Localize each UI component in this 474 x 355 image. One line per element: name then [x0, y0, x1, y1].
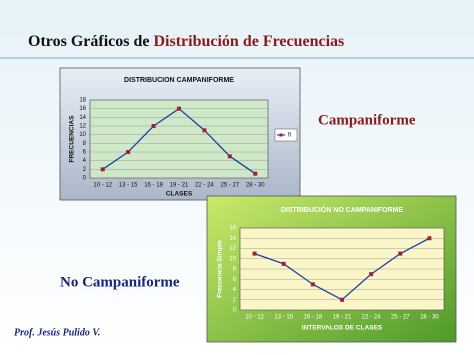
y-tick-label: 12 — [229, 246, 236, 252]
label: No Campaniforme — [60, 274, 180, 290]
marker — [369, 272, 374, 277]
x-tick-label: 22 - 24 — [362, 315, 381, 321]
x-tick-label: 13 - 15 — [274, 315, 293, 321]
chart-title: DISTRIBUCIÓN NO CAMPANIFORME — [281, 205, 404, 214]
y-tick-label: 12 — [79, 124, 86, 130]
x-tick-label: 19 - 21 — [333, 315, 352, 321]
marker — [281, 261, 286, 266]
x-tick-label: 28 - 30 — [246, 183, 265, 189]
marker — [252, 251, 257, 256]
x-tick-label: 28 - 30 — [420, 315, 439, 321]
x-tick-label: 25 - 27 — [221, 183, 240, 189]
y-tick-label: 4 — [233, 287, 237, 293]
marker — [100, 167, 105, 172]
y-tick-label: 14 — [79, 115, 86, 121]
y-tick-label: 2 — [83, 167, 87, 173]
x-tick-label: 19 - 21 — [170, 183, 189, 189]
marker — [126, 150, 131, 154]
chart-title: DISTRIBUCION CAMPANIFORME — [124, 77, 234, 84]
title-part: Otros Gráficos de — [28, 33, 149, 50]
y-tick-label: 14 — [229, 236, 236, 242]
marker — [340, 297, 344, 302]
y-tick-label: 10 — [229, 256, 236, 262]
marker — [227, 154, 232, 159]
y-axis-label: FRECUENCIAS — [69, 115, 76, 163]
x-tick-label: 16 - 18 — [144, 183, 163, 189]
x-axis-label: CLASES — [166, 191, 193, 198]
y-tick-label: 2 — [233, 297, 237, 303]
x-tick-label: 22 - 24 — [195, 183, 214, 189]
author: Prof. Jesús Pulido V. — [14, 327, 100, 338]
y-tick-label: 16 — [229, 226, 236, 232]
y-tick-label: 18 — [79, 98, 86, 104]
plot-area — [89, 99, 269, 179]
marker — [398, 251, 403, 256]
x-tick-label: 13 - 15 — [119, 183, 138, 189]
marker — [310, 282, 315, 287]
legend-marker — [279, 133, 283, 137]
y-tick-label: 6 — [83, 150, 87, 156]
slide-title: Otros Gráficos de Distribución de Frecue… — [28, 33, 344, 50]
legend-label: fi — [288, 133, 291, 139]
x-axis-label: INTERVALOS DE CLASES — [302, 325, 383, 332]
marker — [202, 128, 207, 133]
x-tick-label: 10 - 12 — [245, 315, 264, 321]
y-axis-label: Frecuencia Simple — [217, 240, 224, 298]
y-tick-label: 10 — [79, 132, 86, 138]
marker — [177, 106, 181, 111]
label: Campaniforme — [318, 112, 416, 128]
x-tick-label: 10 - 12 — [93, 183, 112, 189]
marker — [253, 171, 258, 176]
y-tick-label: 16 — [79, 106, 86, 112]
y-tick-label: 0 — [83, 176, 87, 182]
y-tick-label: 8 — [83, 141, 87, 147]
marker — [151, 124, 156, 128]
y-tick-label: 4 — [83, 158, 87, 164]
x-tick-label: 25 - 27 — [391, 315, 410, 321]
x-tick-label: 16 - 18 — [304, 315, 323, 321]
legend — [274, 128, 298, 142]
y-tick-label: 0 — [233, 308, 237, 314]
y-tick-label: 6 — [233, 277, 237, 283]
title-part: Distribución de Frecuencias — [153, 33, 344, 50]
y-tick-label: 8 — [233, 267, 237, 273]
marker — [427, 236, 432, 241]
